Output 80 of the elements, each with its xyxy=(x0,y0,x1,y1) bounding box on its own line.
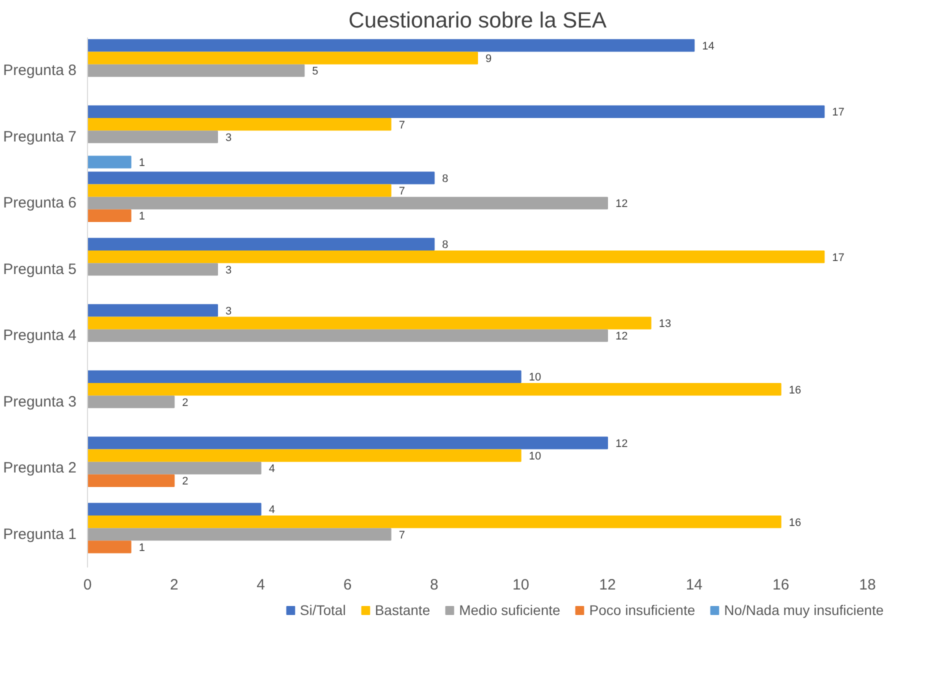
data-label: 3 xyxy=(226,264,232,276)
bar xyxy=(88,118,392,131)
y-tick-label: Pregunta 8 xyxy=(3,62,76,80)
legend-label: Bastante xyxy=(374,602,430,618)
x-tick-label: 14 xyxy=(686,576,703,594)
data-label: 13 xyxy=(658,318,672,330)
data-label: 12 xyxy=(616,198,628,210)
data-label: 1 xyxy=(138,157,145,170)
bar xyxy=(88,64,305,77)
legend-label: No/Nada muy insuficiente xyxy=(724,602,884,618)
y-tick-label: Pregunta 2 xyxy=(3,460,76,477)
x-tick-label: 4 xyxy=(256,576,266,594)
data-label: 10 xyxy=(528,450,542,463)
bar xyxy=(88,528,392,541)
bar xyxy=(88,304,218,317)
legend-label: Si/Total xyxy=(300,602,346,618)
data-label: 9 xyxy=(486,53,492,66)
bar xyxy=(88,263,218,276)
y-tick-label: Pregunta 7 xyxy=(3,128,76,146)
y-tick-label: Pregunta 5 xyxy=(3,260,76,278)
data-label: 3 xyxy=(226,132,232,144)
data-label: 7 xyxy=(398,119,405,132)
bar xyxy=(88,172,435,184)
data-label: 17 xyxy=(832,252,844,264)
bar xyxy=(88,382,782,396)
bar xyxy=(88,540,132,554)
data-label: 2 xyxy=(182,476,188,488)
data-label: 3 xyxy=(226,305,232,318)
data-label: 2 xyxy=(182,396,188,409)
bar xyxy=(88,436,608,450)
bar xyxy=(88,370,522,383)
data-label: 7 xyxy=(398,186,405,198)
data-label: 14 xyxy=(702,40,714,52)
x-tick-label: 10 xyxy=(512,576,530,594)
data-label: 1 xyxy=(138,210,145,223)
data-label: 4 xyxy=(268,463,275,476)
data-label: 16 xyxy=(788,516,802,529)
y-tick-label: Pregunta 3 xyxy=(3,393,76,410)
bar xyxy=(88,184,392,197)
chart-title: Cuestionario sobre la SEA xyxy=(348,8,607,32)
x-tick-label: 2 xyxy=(170,576,178,594)
bar xyxy=(88,316,652,330)
data-label: 12 xyxy=(616,330,628,343)
data-label: 16 xyxy=(788,384,802,396)
x-tick-label: 0 xyxy=(83,576,92,594)
x-tick-label: 8 xyxy=(430,576,438,594)
data-label: 8 xyxy=(442,172,448,185)
y-tick-label: Pregunta 4 xyxy=(3,327,76,344)
bar xyxy=(88,329,608,342)
x-tick-label: 18 xyxy=(859,576,876,594)
bar xyxy=(88,449,522,462)
x-tick-label: 16 xyxy=(772,576,790,594)
data-label: 1 xyxy=(138,542,145,554)
bar xyxy=(88,209,132,222)
legend-label: Poco insuficiente xyxy=(589,602,696,618)
legend-label: Medio suficiente xyxy=(459,602,560,618)
bar xyxy=(88,462,262,474)
bar xyxy=(88,515,782,528)
bar xyxy=(88,396,175,408)
x-tick-label: 12 xyxy=(599,576,616,594)
data-label: 5 xyxy=(312,66,318,78)
bar xyxy=(88,52,478,64)
data-label: 10 xyxy=(528,372,542,384)
bar xyxy=(88,502,262,516)
bar xyxy=(88,130,218,144)
data-label: 4 xyxy=(268,504,275,516)
data-label: 8 xyxy=(442,239,448,252)
bar xyxy=(88,105,825,118)
bar xyxy=(88,250,825,264)
y-tick-label: Pregunta 6 xyxy=(3,194,76,212)
bar xyxy=(88,156,132,168)
x-tick-label: 6 xyxy=(343,576,352,594)
bar xyxy=(88,474,175,488)
data-label: 7 xyxy=(398,529,405,542)
y-tick-label: Pregunta 1 xyxy=(3,526,76,543)
data-label: 12 xyxy=(616,438,628,450)
bar xyxy=(88,39,695,52)
bar xyxy=(88,196,608,210)
data-label: 17 xyxy=(832,106,844,119)
bar xyxy=(88,238,435,250)
